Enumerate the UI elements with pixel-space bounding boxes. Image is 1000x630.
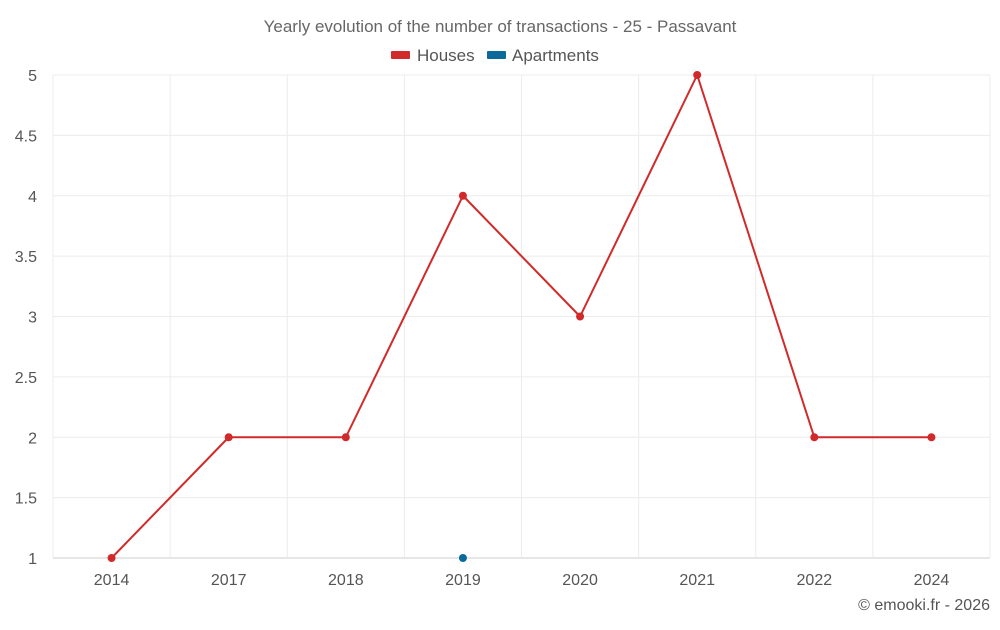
series-layer	[107, 71, 936, 562]
x-tick-label: 2018	[328, 572, 364, 589]
legend-label-houses[interactable]: Houses	[417, 46, 475, 65]
x-tick-label: 2019	[445, 572, 481, 589]
y-tick-label: 3.5	[15, 249, 37, 266]
data-point-houses[interactable]	[576, 312, 585, 321]
data-point-houses[interactable]	[927, 433, 936, 442]
chart-title: Yearly evolution of the number of transa…	[264, 17, 737, 36]
y-tick-label: 5	[28, 68, 37, 85]
data-point-houses[interactable]	[224, 433, 233, 442]
x-tick-label: 2017	[211, 572, 247, 589]
x-tick-label: 2020	[562, 572, 598, 589]
data-point-houses[interactable]	[458, 191, 467, 200]
data-point-houses[interactable]	[341, 433, 350, 442]
legend-swatch-apartments	[487, 51, 506, 59]
x-tick-label: 2021	[679, 572, 715, 589]
y-tick-label: 2	[28, 430, 37, 447]
data-point-houses[interactable]	[810, 433, 819, 442]
credit-text: © emooki.fr - 2026	[858, 597, 990, 614]
x-axis: 2014 2017 2018 2019 2020 2021 2022 2024	[94, 572, 950, 589]
x-tick-label: 2014	[94, 572, 130, 589]
y-tick-label: 1.5	[15, 491, 37, 508]
y-tick-label: 4.5	[15, 128, 37, 145]
legend-label-apartments[interactable]: Apartments	[512, 46, 599, 65]
legend: Houses Apartments	[391, 46, 599, 65]
x-tick-label: 2024	[914, 572, 950, 589]
y-axis: 1 1.5 2 2.5 3 3.5 4 4.5 5	[15, 68, 37, 568]
grid	[52, 74, 991, 559]
data-point-apartments[interactable]	[458, 554, 467, 562]
y-tick-label: 1	[28, 551, 37, 568]
x-tick-label: 2022	[797, 572, 833, 589]
data-point-houses[interactable]	[107, 554, 116, 562]
series-line-houses	[110, 74, 932, 559]
y-tick-label: 3	[28, 310, 37, 327]
y-tick-label: 4	[28, 189, 37, 206]
legend-swatch-houses	[391, 51, 410, 59]
y-tick-label: 2.5	[15, 370, 37, 387]
data-point-houses[interactable]	[693, 71, 702, 79]
